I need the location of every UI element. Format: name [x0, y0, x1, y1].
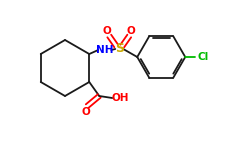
Text: O: O	[103, 26, 112, 36]
Text: NH: NH	[96, 45, 114, 55]
Text: OH: OH	[112, 93, 129, 103]
Text: O: O	[127, 26, 136, 36]
Text: S: S	[115, 42, 124, 56]
Text: O: O	[82, 107, 90, 117]
Text: Cl: Cl	[198, 52, 209, 62]
